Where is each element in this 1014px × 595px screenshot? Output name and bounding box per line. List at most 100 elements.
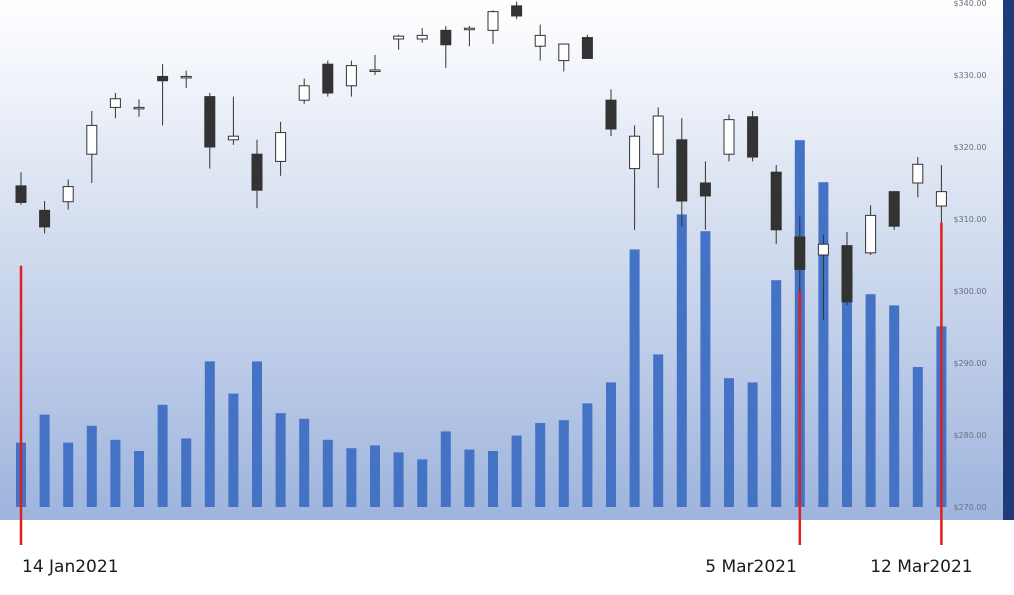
candle-body	[699, 182, 711, 197]
candlestick	[511, 1, 523, 19]
candle-body	[747, 116, 759, 158]
volume-bar	[912, 367, 923, 507]
candlesticks	[15, 1, 947, 320]
candle-body	[275, 132, 287, 162]
candle-body	[770, 171, 782, 231]
y-tick-label: $290.00	[953, 359, 986, 368]
candle-body	[841, 245, 853, 303]
candlestick	[440, 26, 452, 68]
volume-bar	[724, 378, 734, 507]
candlestick	[747, 111, 759, 162]
candlestick	[15, 172, 27, 205]
y-tick-label: $310.00	[953, 215, 986, 224]
candlestick	[180, 70, 192, 88]
volume-bar	[629, 249, 640, 507]
candle-body	[15, 185, 27, 203]
candle-body	[133, 106, 145, 110]
candle-body	[62, 186, 74, 203]
candlestick	[298, 78, 310, 104]
volume-bar	[558, 420, 569, 507]
candle-body	[227, 135, 239, 141]
candlestick	[581, 34, 593, 59]
candle-body	[794, 236, 806, 270]
date-markers: 14 Jan2021 5 Mar2021 12 Mar2021	[19, 222, 973, 577]
volume-bar	[865, 294, 876, 507]
volume-bar	[110, 439, 121, 507]
candlestick	[841, 231, 853, 306]
candlestick	[204, 93, 216, 169]
candlestick	[275, 121, 287, 176]
candle-body	[39, 209, 51, 228]
candlestick	[605, 89, 617, 137]
volume-bar	[204, 361, 215, 507]
price-axis: $340.00 $330.00 $320.00 $310.00 $300.00 $290.…	[953, 0, 986, 512]
volume-bar	[228, 393, 239, 507]
candle-body	[629, 135, 641, 170]
y-tick-label: $320.00	[953, 143, 986, 152]
candlestick	[393, 34, 405, 50]
volume-bar	[582, 403, 593, 507]
y-tick-label: $270.00	[953, 503, 986, 512]
candlestick	[770, 165, 782, 245]
volume-bar	[157, 404, 168, 507]
candlestick	[251, 139, 263, 209]
candle-body	[109, 98, 121, 108]
date-marker-label: 5 Mar2021	[705, 557, 797, 577]
candle-body	[322, 63, 334, 94]
candlestick	[463, 26, 475, 47]
volume-bar	[181, 438, 192, 507]
candle-body	[180, 75, 192, 79]
candle-body	[440, 29, 452, 46]
volume-bar	[771, 280, 782, 507]
y-tick-label: $300.00	[953, 287, 986, 296]
candle-body	[298, 85, 310, 101]
candlestick	[345, 60, 357, 97]
candle-body	[652, 115, 664, 155]
volume-bar	[417, 459, 428, 507]
candlestick	[227, 96, 239, 145]
date-marker-label: 12 Mar2021	[870, 557, 972, 577]
candlestick	[558, 43, 570, 72]
volume-bar	[747, 382, 758, 507]
candle-body	[534, 34, 546, 47]
volume-bar	[653, 354, 664, 507]
candle-body	[393, 35, 405, 40]
candlestick	[133, 99, 145, 117]
candle-body	[416, 34, 428, 40]
candle-body	[888, 191, 900, 227]
volume-bar	[63, 442, 74, 507]
candle-body	[558, 43, 570, 62]
candle-body	[865, 214, 877, 254]
candlestick	[723, 114, 735, 162]
candle-body	[204, 96, 216, 148]
candlestick	[369, 54, 381, 75]
volume-bar	[889, 305, 900, 507]
y-tick-label: $280.00	[953, 431, 986, 440]
candlestick	[534, 24, 546, 61]
volume-bar	[322, 439, 333, 507]
candle-body	[581, 37, 593, 59]
candle-body	[723, 119, 735, 155]
candle-body	[345, 65, 357, 87]
candle-body	[86, 124, 98, 155]
volume-bar	[676, 214, 687, 507]
candlestick	[912, 157, 924, 198]
candle-body	[463, 27, 475, 31]
candle-body	[912, 163, 924, 184]
volume-bar	[346, 448, 357, 507]
volume-bar	[511, 435, 522, 507]
volume-bar	[39, 414, 50, 507]
candlestick	[794, 215, 806, 306]
volume-bar	[700, 231, 711, 507]
candlestick	[699, 161, 711, 230]
candlestick	[487, 10, 499, 45]
candle-body	[251, 153, 263, 191]
date-marker-label: 14 Jan2021	[22, 557, 119, 577]
volume-bar	[252, 361, 262, 507]
candle-body	[676, 139, 688, 202]
candle-body	[817, 243, 829, 256]
candlestick	[157, 64, 169, 126]
candlestick	[817, 234, 829, 320]
volume-bar	[606, 382, 616, 507]
y-tick-label: $340.00	[953, 0, 986, 8]
